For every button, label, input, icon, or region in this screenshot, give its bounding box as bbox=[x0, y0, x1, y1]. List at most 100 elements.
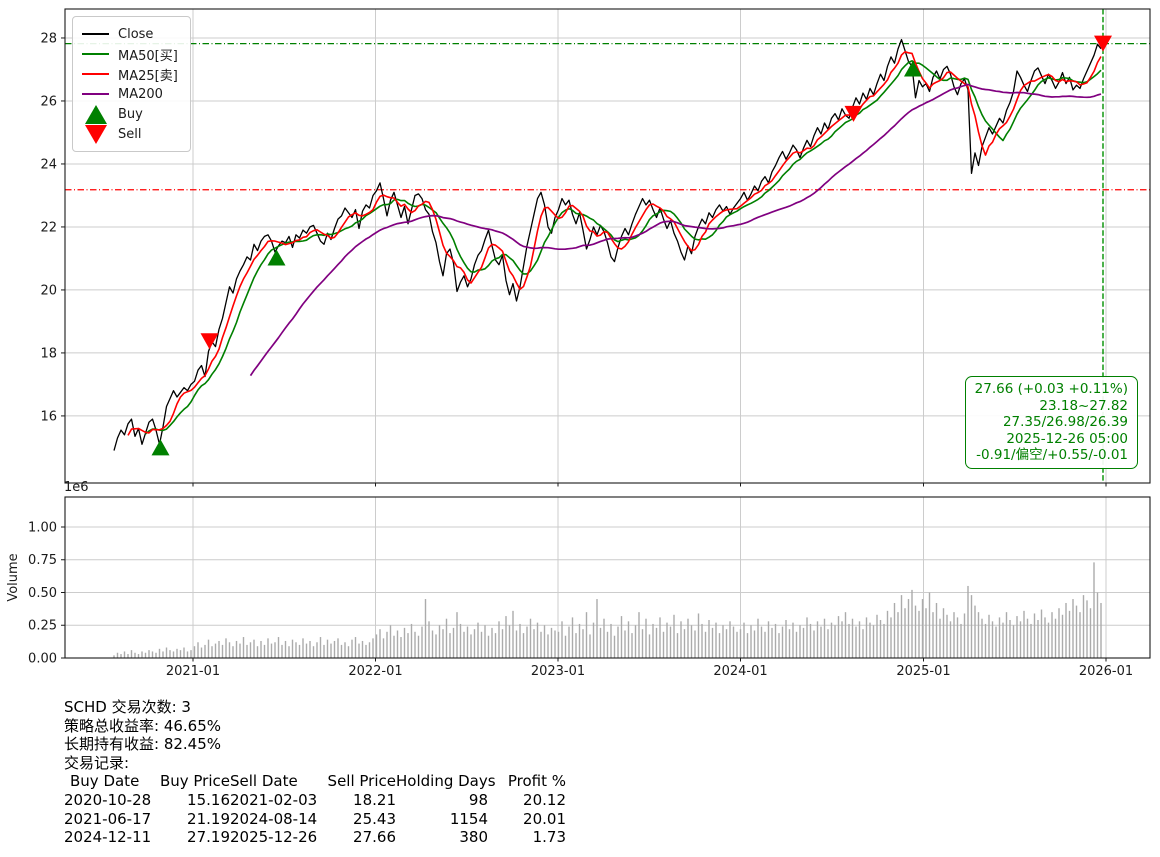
volume-bar bbox=[386, 631, 388, 658]
trades-cell: 27.66 bbox=[353, 828, 396, 847]
volume-bar bbox=[708, 620, 710, 658]
volume-bar bbox=[134, 652, 136, 658]
volume-bar bbox=[526, 626, 528, 658]
volume-bar bbox=[722, 625, 724, 658]
volume-bar bbox=[382, 638, 385, 658]
volume-bar bbox=[270, 643, 273, 658]
volume-bar bbox=[505, 616, 507, 658]
volume-bar bbox=[1005, 612, 1008, 658]
volume-bar bbox=[144, 652, 147, 658]
stats-records-label: 交易记录: bbox=[64, 753, 130, 772]
volume-bar bbox=[424, 599, 427, 658]
trades-cell: 15.16 bbox=[187, 790, 230, 809]
volume-bar bbox=[816, 621, 819, 658]
price-ytick-label: 26 bbox=[40, 94, 57, 109]
volume-bar bbox=[953, 612, 955, 658]
volume-bar bbox=[1089, 608, 1092, 658]
volume-bar bbox=[718, 633, 721, 658]
volume-bar bbox=[557, 631, 560, 658]
x-tick-label: 2025-01 bbox=[896, 664, 950, 679]
price-ytick-label: 16 bbox=[40, 409, 57, 424]
volume-bar bbox=[480, 631, 483, 658]
volume-bar bbox=[809, 623, 812, 658]
volume-panel-border bbox=[64, 496, 1151, 659]
volume-bar bbox=[743, 622, 745, 658]
buy-marker bbox=[904, 60, 922, 77]
volume-bar bbox=[690, 625, 693, 658]
volume-bar bbox=[354, 637, 357, 658]
price-ytick-label: 28 bbox=[40, 31, 57, 46]
line-swatch-icon bbox=[82, 73, 109, 75]
volume-bar bbox=[123, 651, 126, 658]
volume-bar bbox=[389, 625, 392, 658]
volume-bar bbox=[197, 642, 199, 658]
volume-bar bbox=[1019, 621, 1022, 658]
volume-bar bbox=[960, 623, 962, 658]
volume-bar bbox=[473, 629, 476, 658]
volume-bar bbox=[540, 631, 542, 658]
volume-bar bbox=[802, 627, 805, 658]
volume-bar bbox=[249, 642, 252, 658]
volume-bar bbox=[183, 647, 185, 658]
volume-bar bbox=[417, 635, 420, 658]
volume-bar bbox=[522, 633, 525, 658]
volume-ytick-label: 0.00 bbox=[28, 652, 57, 667]
volume-bar bbox=[1093, 562, 1095, 658]
volume-bar bbox=[1086, 600, 1088, 658]
volume-bar bbox=[232, 646, 234, 658]
volume-bar bbox=[1065, 602, 1067, 658]
trades-cell: 1.73 bbox=[532, 828, 566, 847]
volume-bar bbox=[851, 618, 854, 658]
volume-bar bbox=[977, 612, 980, 658]
volume-bar bbox=[130, 650, 133, 658]
volume-bar bbox=[606, 631, 609, 658]
volume-bar bbox=[186, 651, 189, 658]
volume-bar bbox=[172, 651, 175, 658]
volume-bar bbox=[834, 625, 836, 658]
x-tick-label: 2021-01 bbox=[166, 664, 220, 679]
volume-bar bbox=[963, 613, 966, 658]
volume-bar bbox=[631, 633, 633, 658]
volume-bar bbox=[876, 614, 878, 658]
volume-bar bbox=[613, 635, 616, 658]
volume-bar bbox=[928, 592, 931, 658]
volume-bar bbox=[869, 622, 871, 658]
volume-bar bbox=[820, 626, 822, 658]
volume-bar bbox=[414, 631, 416, 658]
volume-bar bbox=[305, 643, 308, 658]
trades-cell: 25.43 bbox=[353, 809, 396, 828]
legend-label: MA50[买] bbox=[118, 48, 178, 64]
volume-bar bbox=[274, 642, 276, 658]
volume-bar bbox=[806, 617, 808, 658]
volume-bar bbox=[844, 612, 847, 658]
volume-bar bbox=[302, 638, 304, 658]
legend-line-swatch bbox=[82, 93, 109, 95]
volume-bar bbox=[1037, 620, 1039, 658]
volume-bar bbox=[477, 622, 479, 658]
volume-bar bbox=[498, 621, 500, 658]
volume-bar bbox=[127, 654, 129, 658]
volume-bar bbox=[1044, 617, 1046, 658]
legend-line-swatch bbox=[82, 73, 109, 75]
buy-marker-icon bbox=[84, 104, 107, 124]
volume-bar bbox=[1096, 592, 1099, 658]
volume-bar bbox=[778, 633, 780, 658]
volume-ytick-label: 1.00 bbox=[28, 520, 57, 535]
volume-bar bbox=[449, 633, 451, 658]
volume-bar bbox=[935, 602, 938, 658]
volume-bar bbox=[358, 643, 360, 658]
volume-bar bbox=[533, 629, 535, 658]
trades-cell: 18.21 bbox=[353, 790, 396, 809]
sell-marker bbox=[844, 105, 863, 122]
volume-bar bbox=[137, 654, 140, 658]
volume-bar bbox=[1082, 595, 1085, 658]
volume-bar bbox=[683, 629, 686, 658]
line-swatch-icon bbox=[82, 93, 109, 95]
volume-bar bbox=[652, 623, 654, 658]
volume-bar bbox=[785, 620, 787, 658]
volume-bar bbox=[207, 639, 210, 658]
volume-bar bbox=[263, 644, 266, 658]
volume-bar bbox=[361, 640, 364, 658]
volume-bar bbox=[991, 621, 994, 658]
volume-bar bbox=[732, 626, 735, 658]
